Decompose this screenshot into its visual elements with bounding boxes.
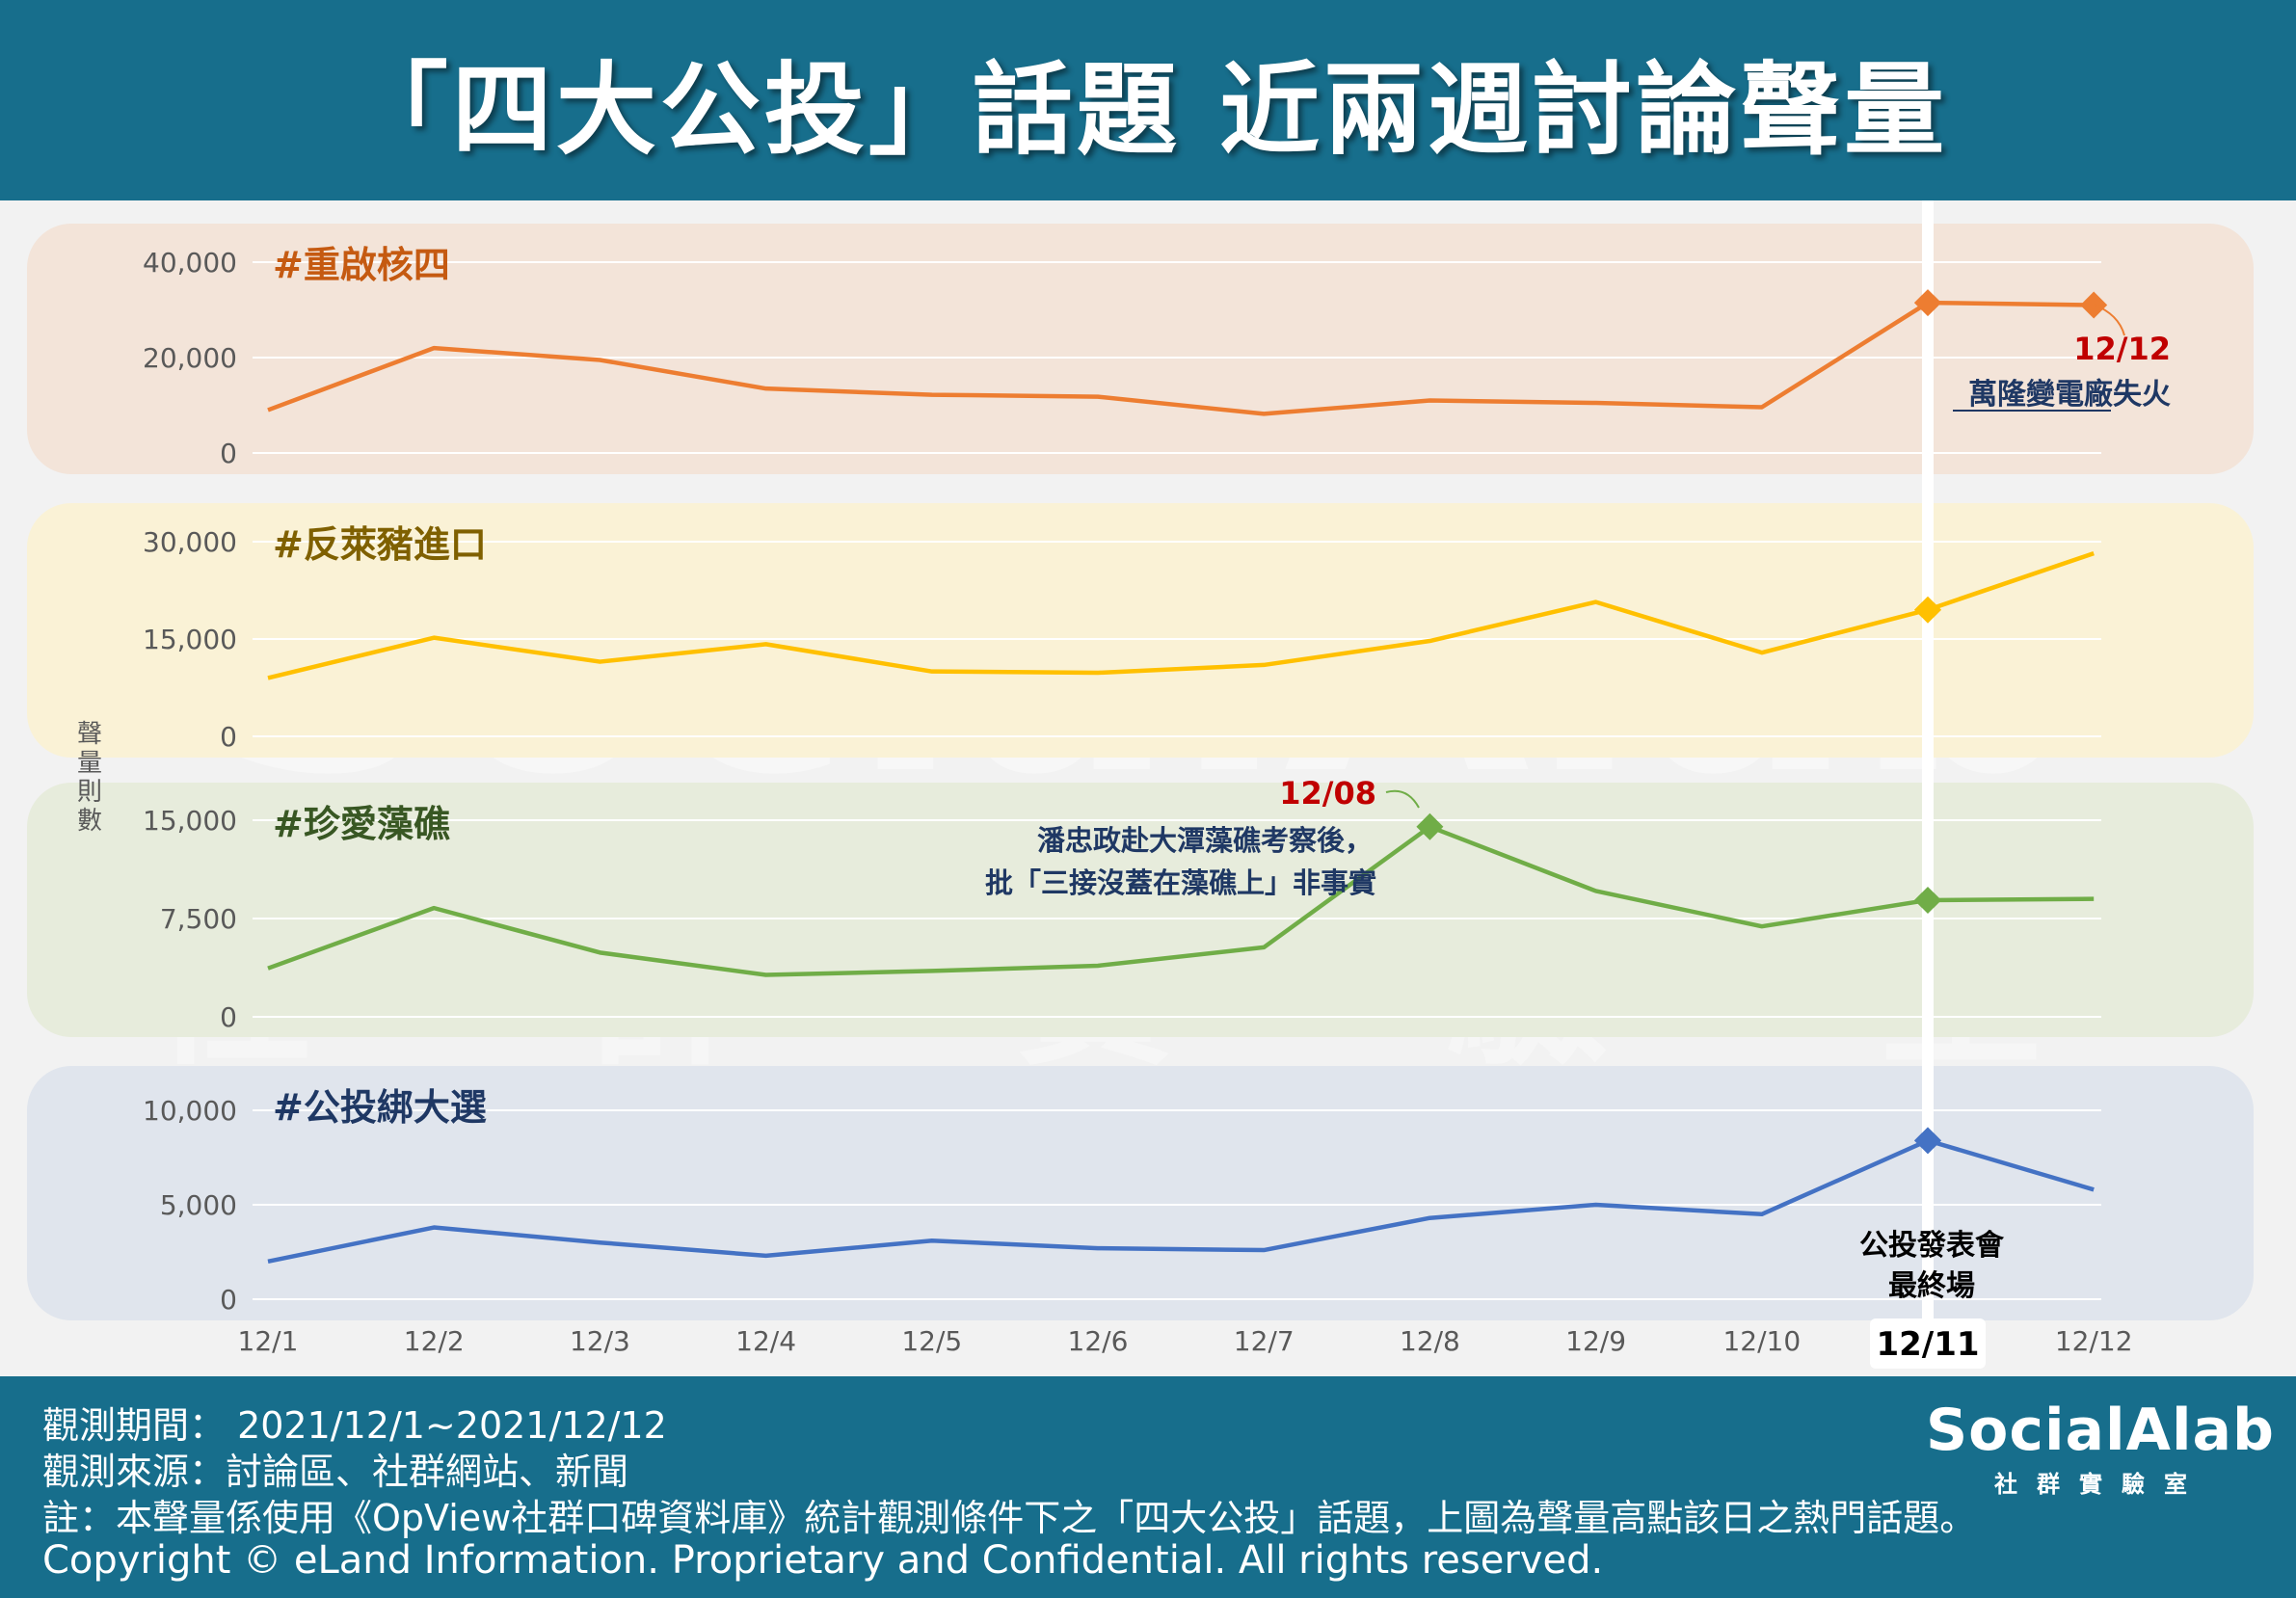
observation-source: 觀測來源：討論區、社群網站、新聞 bbox=[42, 1451, 629, 1493]
y-tick-label: 0 bbox=[220, 1284, 237, 1316]
x-tick-label: 12/4 bbox=[735, 1325, 796, 1357]
annotation-text-line2: 批「三接沒蓋在藻礁上」非事實 bbox=[985, 866, 1376, 899]
series-title: #公投綁大選 bbox=[273, 1086, 487, 1129]
annotation-leader bbox=[2093, 304, 2125, 336]
y-tick-label: 30,000 bbox=[143, 526, 237, 558]
y-tick-label: 7,500 bbox=[160, 903, 237, 935]
y-axis-label-char: 量 bbox=[77, 749, 102, 778]
footer: 觀測期間： 2021/12/1~2021/12/12 觀測來源：討論區、社群網站… bbox=[0, 1376, 2296, 1598]
highlight-date-label: 12/11 bbox=[1876, 1325, 1979, 1364]
annotation-text-line1: 潘忠政赴大潭藻礁考察後， bbox=[1037, 824, 1373, 857]
series-line bbox=[267, 1138, 2095, 1265]
series-line bbox=[267, 550, 2095, 680]
y-axis-label-char: 數 bbox=[77, 807, 102, 836]
x-tick-label: 12/3 bbox=[570, 1325, 630, 1357]
series-title: #珍愛藻礁 bbox=[273, 803, 450, 845]
highlight-marker bbox=[1914, 886, 1941, 914]
highlight-note-line1: 公投發表會 bbox=[1859, 1229, 2005, 1263]
logo-sub: 社群實驗室 bbox=[1993, 1471, 2206, 1498]
y-tick-label: 15,000 bbox=[143, 805, 237, 837]
x-tick-label: 12/8 bbox=[1400, 1325, 1460, 1357]
highlight-note-line2: 最終場 bbox=[1888, 1269, 1975, 1303]
y-tick-label: 0 bbox=[220, 438, 237, 469]
highlight-marker bbox=[1914, 596, 1941, 624]
series-line bbox=[267, 300, 2095, 416]
x-tick-label: 12/6 bbox=[1068, 1325, 1129, 1357]
highlight-marker bbox=[1914, 289, 1941, 317]
x-tick-label: 12/9 bbox=[1565, 1325, 1626, 1357]
y-axis-label-char: 聲 bbox=[77, 720, 102, 749]
annotation-text: 萬隆變電廠失火 bbox=[1968, 378, 2171, 412]
y-tick-label: 0 bbox=[220, 1001, 237, 1033]
highlight-marker bbox=[1914, 1127, 1941, 1155]
x-tick-label: 12/10 bbox=[1722, 1325, 1801, 1357]
series-title: #反萊豬進口 bbox=[273, 523, 487, 566]
annotation-date: 12/08 bbox=[1279, 775, 1376, 812]
x-tick-label: 12/5 bbox=[901, 1325, 962, 1357]
x-tick-label: 12/7 bbox=[1234, 1325, 1295, 1357]
x-tick-label: 12/12 bbox=[2055, 1325, 2133, 1357]
observation-period: 觀測期間： 2021/12/1~2021/12/12 bbox=[42, 1404, 667, 1447]
x-tick-label: 12/1 bbox=[238, 1325, 299, 1357]
y-axis-label-char: 則 bbox=[77, 778, 102, 807]
y-tick-label: 0 bbox=[220, 721, 237, 753]
copyright: Copyright © eLand Information. Proprieta… bbox=[42, 1538, 1604, 1583]
panel-band bbox=[27, 783, 2254, 1037]
footnote: 註：本聲量係使用《OpView社群口碑資料庫》統計觀測條件下之「四大公投」話題，… bbox=[42, 1497, 1977, 1539]
y-tick-label: 20,000 bbox=[143, 342, 237, 374]
y-tick-label: 40,000 bbox=[143, 247, 237, 279]
panel-band bbox=[27, 224, 2254, 474]
highlight-date-box bbox=[1870, 1318, 1986, 1369]
y-tick-label: 5,000 bbox=[160, 1189, 237, 1221]
panel-band bbox=[27, 1066, 2254, 1320]
panel-band bbox=[27, 503, 2254, 758]
y-tick-label: 15,000 bbox=[143, 624, 237, 655]
page-title: 「四大公投」話題 近兩週討論聲量 bbox=[347, 50, 1949, 169]
annotation-leader bbox=[1385, 789, 1420, 809]
title-banner: 「四大公投」話題 近兩週討論聲量 bbox=[0, 0, 2296, 200]
data-marker bbox=[1416, 812, 1444, 840]
x-tick-label: 12/2 bbox=[404, 1325, 465, 1357]
series-line bbox=[267, 824, 2095, 977]
series-title: #重啟核四 bbox=[273, 244, 450, 286]
logo-brand: SocialAlab bbox=[1925, 1397, 2275, 1464]
y-tick-label: 10,000 bbox=[143, 1095, 237, 1127]
socialab-logo: SocialAlab 社群實驗室 bbox=[1926, 1399, 2275, 1499]
annotation-date: 12/12 bbox=[2073, 331, 2171, 367]
